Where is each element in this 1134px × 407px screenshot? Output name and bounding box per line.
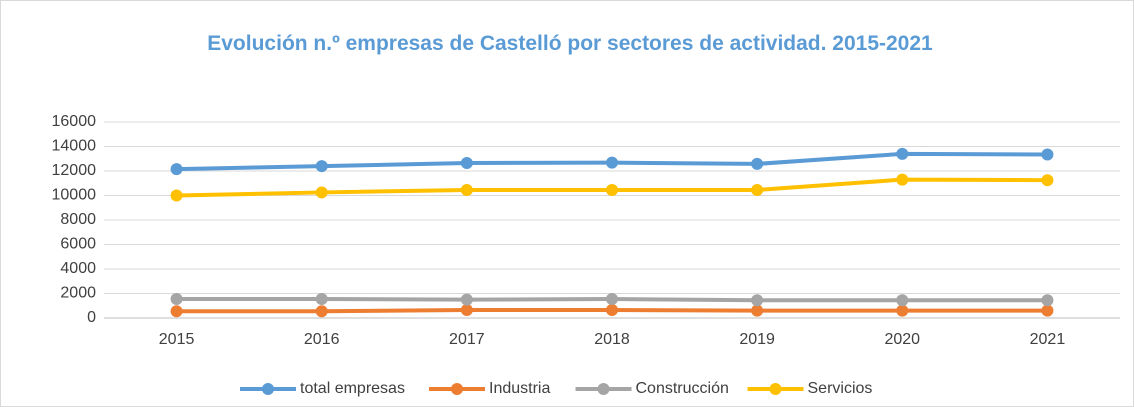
legend-swatch-marker: [769, 383, 782, 395]
legend-swatch-marker: [597, 383, 610, 395]
point: [170, 189, 183, 202]
point: [606, 304, 618, 317]
point: [170, 163, 183, 176]
y-tick-label: 12000: [52, 162, 97, 179]
legend-label: Construcción: [636, 380, 729, 397]
y-tick-label: 6000: [60, 236, 96, 253]
y-tick-label: 2000: [60, 285, 96, 302]
point: [1041, 148, 1054, 161]
point: [315, 186, 328, 199]
point: [751, 157, 764, 170]
point: [896, 294, 909, 307]
legend-label: total empresas: [300, 380, 405, 397]
legend-label: Industria: [489, 380, 550, 397]
point: [896, 304, 909, 317]
legend-label: Servicios: [808, 380, 873, 397]
point: [896, 147, 909, 160]
point: [460, 157, 473, 170]
chart-title: Evolución n.º empresas de Castelló por s…: [207, 32, 933, 55]
y-tick-label: 8000: [60, 211, 96, 228]
point: [751, 304, 764, 317]
x-tick-label: 2015: [159, 331, 195, 348]
point: [315, 160, 328, 173]
y-tick-label: 4000: [60, 260, 96, 277]
point: [1041, 174, 1054, 187]
point: [606, 156, 618, 169]
x-tick-label: 2020: [884, 331, 920, 348]
point: [315, 293, 328, 306]
x-tick-label: 2019: [739, 331, 775, 348]
point: [751, 294, 764, 307]
point: [606, 183, 618, 196]
point: [896, 173, 909, 186]
y-tick-label: 0: [87, 309, 96, 326]
y-tick-label: 10000: [52, 187, 97, 204]
point: [460, 293, 473, 306]
legend-swatch-marker: [451, 383, 463, 395]
point: [170, 293, 183, 306]
point: [315, 305, 328, 318]
point: [606, 293, 618, 306]
point: [460, 183, 473, 196]
x-tick-label: 2018: [594, 331, 630, 348]
point: [170, 305, 183, 318]
x-tick-label: 2017: [449, 331, 485, 348]
legend-swatch-marker: [262, 383, 274, 395]
y-tick-label: 14000: [52, 138, 97, 155]
point: [1041, 304, 1054, 317]
point: [460, 304, 473, 317]
x-tick-label: 2021: [1030, 331, 1066, 348]
point: [751, 183, 764, 196]
x-tick-label: 2016: [304, 331, 340, 348]
point: [1041, 294, 1054, 307]
y-tick-label: 16000: [52, 113, 97, 130]
